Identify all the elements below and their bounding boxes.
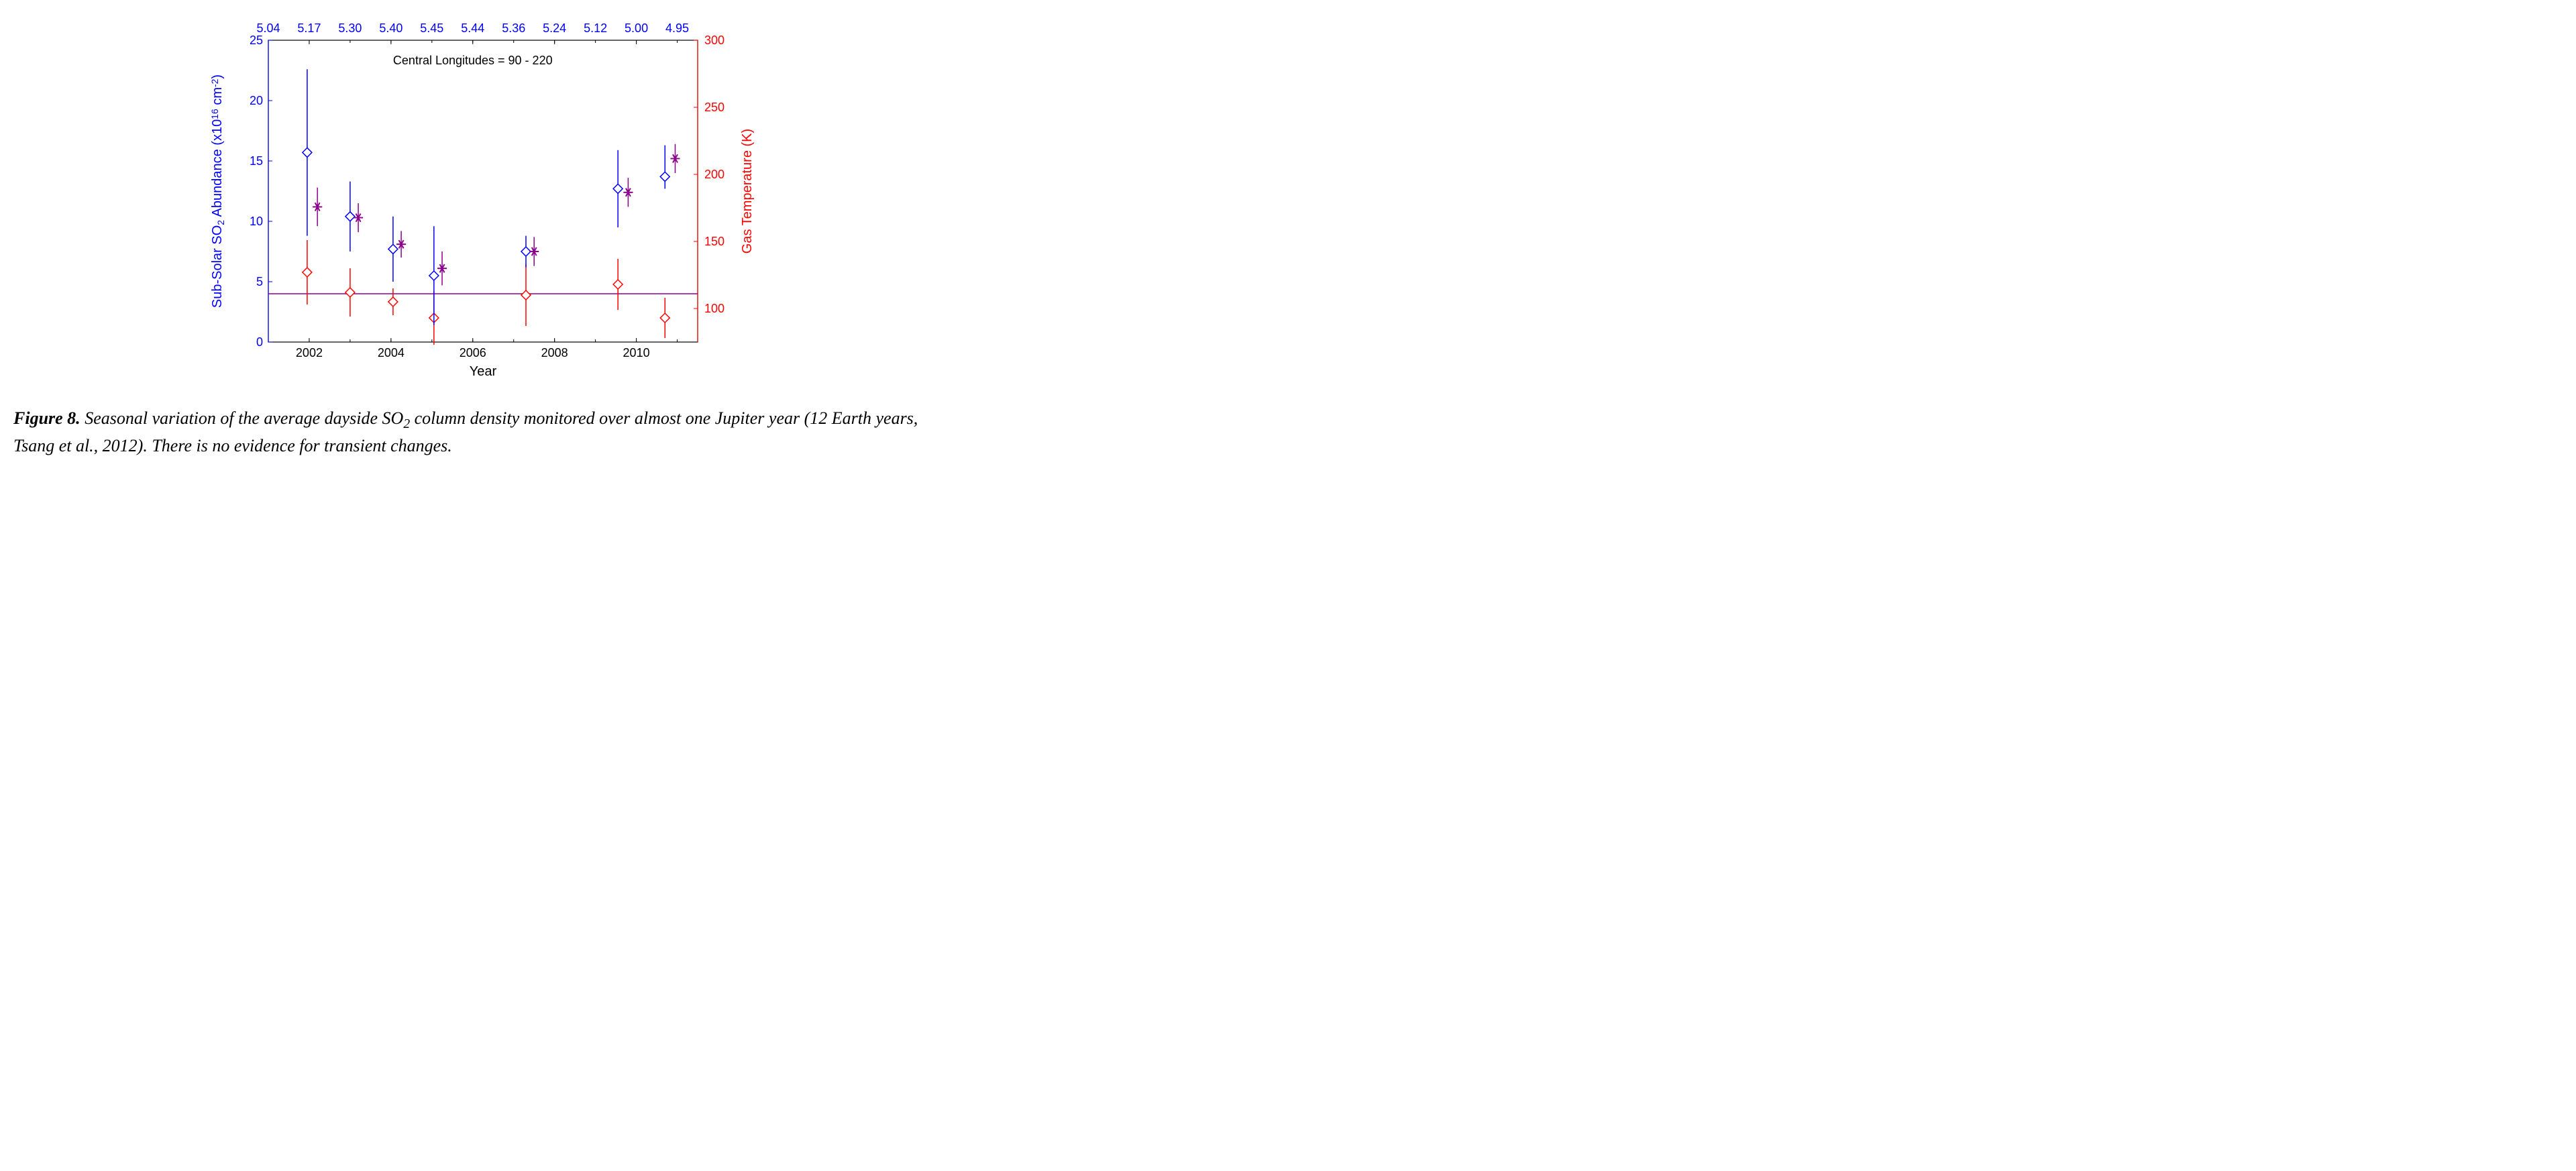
svg-text:100: 100	[704, 302, 724, 315]
svg-text:5.12: 5.12	[584, 21, 607, 35]
svg-text:Year: Year	[470, 364, 497, 379]
caption-text1: Seasonal variation of the average daysid…	[80, 408, 404, 428]
svg-text:2006: 2006	[460, 346, 486, 359]
caption-sub1: 2	[403, 417, 410, 431]
svg-text:25: 25	[250, 34, 263, 47]
svg-text:20: 20	[250, 94, 263, 107]
svg-text:5.24: 5.24	[543, 21, 566, 35]
svg-text:5.40: 5.40	[379, 21, 402, 35]
svg-text:2008: 2008	[541, 346, 568, 359]
svg-text:200: 200	[704, 168, 724, 181]
chart-wrapper: 20022004200620082010Year5.045.175.305.40…	[181, 13, 785, 389]
svg-text:4.95: 4.95	[665, 21, 689, 35]
svg-text:5.44: 5.44	[461, 21, 484, 35]
svg-text:5.04: 5.04	[256, 21, 280, 35]
svg-text:Sub-Solar SO2 Abundance (x1016: Sub-Solar SO2 Abundance (x1016 cm-2)	[209, 74, 225, 308]
svg-text:2002: 2002	[296, 346, 323, 359]
svg-text:300: 300	[704, 34, 724, 47]
svg-text:5: 5	[256, 275, 263, 288]
svg-text:250: 250	[704, 101, 724, 114]
svg-text:2004: 2004	[378, 346, 405, 359]
svg-text:5.36: 5.36	[502, 21, 525, 35]
svg-text:Gas Temperature (K): Gas Temperature (K)	[740, 129, 755, 254]
figure-container: 20022004200620082010Year5.045.175.305.40…	[13, 13, 953, 457]
caption-label: Figure 8.	[13, 408, 80, 428]
figure-caption: Figure 8. Seasonal variation of the aver…	[13, 406, 953, 457]
svg-text:10: 10	[250, 215, 263, 228]
svg-text:150: 150	[704, 235, 724, 248]
svg-text:Central Longitudes = 90 - 220: Central Longitudes = 90 - 220	[393, 54, 553, 67]
svg-text:5.00: 5.00	[625, 21, 648, 35]
svg-text:15: 15	[250, 154, 263, 168]
svg-text:5.30: 5.30	[338, 21, 362, 35]
chart-svg: 20022004200620082010Year5.045.175.305.40…	[181, 13, 785, 389]
svg-text:5.17: 5.17	[297, 21, 321, 35]
svg-text:5.45: 5.45	[420, 21, 443, 35]
svg-text:2010: 2010	[623, 346, 650, 359]
svg-text:0: 0	[256, 335, 263, 349]
